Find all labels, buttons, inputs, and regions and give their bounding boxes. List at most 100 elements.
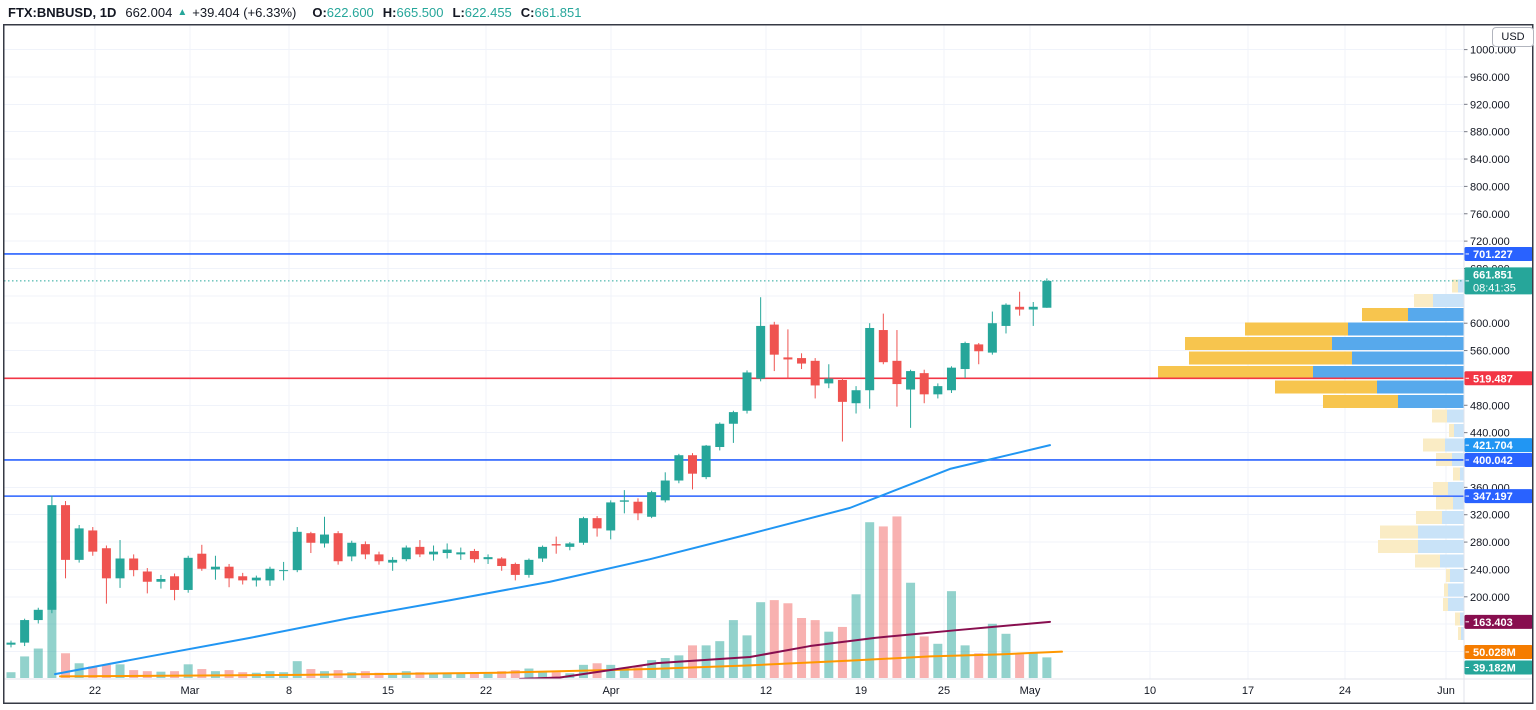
- high-value: 665.500: [396, 4, 444, 20]
- candle: [360, 541, 370, 560]
- candle: [933, 383, 943, 399]
- volume-profile-sell-bar: [1398, 395, 1464, 408]
- candle-body: [210, 566, 220, 570]
- volume-bar: [429, 673, 439, 678]
- volume-bar: [538, 671, 548, 678]
- volume-bar: [606, 664, 616, 678]
- volume-profile-buy-bar: [1432, 409, 1447, 423]
- volume-bar: [224, 670, 234, 678]
- price-tick-label: 720.000: [1470, 236, 1510, 248]
- volume-profile-buy-bar: [1158, 366, 1313, 379]
- price-line-label[interactable]: 400.042: [1464, 452, 1533, 467]
- time-tick-label[interactable]: 12: [760, 685, 772, 697]
- volume-bar: [20, 656, 30, 678]
- volume-profile-buy-bar: [1433, 482, 1448, 495]
- time-tick-label[interactable]: Apr: [602, 685, 619, 697]
- price-line-label[interactable]: 39.182M: [1464, 660, 1533, 675]
- candle: [510, 562, 520, 581]
- volume-bar: [74, 663, 84, 678]
- candle-body: [865, 327, 875, 391]
- candle: [987, 311, 997, 355]
- time-axis[interactable]: [3, 679, 1464, 703]
- price-line-label[interactable]: 421.704: [1464, 438, 1533, 453]
- volume-profile-buy-bar: [1446, 569, 1450, 582]
- volume-bar: [987, 623, 997, 678]
- volume-bar: [1001, 633, 1011, 678]
- candle-body: [170, 576, 180, 590]
- time-tick-label[interactable]: 10: [1144, 685, 1156, 697]
- candle: [578, 516, 588, 545]
- volume-bar: [1042, 657, 1052, 678]
- volume-profile-buy-bar: [1455, 612, 1460, 626]
- symbol-title[interactable]: FTX:BNBUSD, 1D: [8, 4, 117, 20]
- candle: [837, 377, 847, 442]
- time-tick-label[interactable]: 22: [480, 685, 492, 697]
- volume-bar: [551, 672, 561, 678]
- candle: [647, 490, 657, 519]
- price-line-label[interactable]: 163.403: [1464, 614, 1533, 629]
- candle: [238, 572, 248, 585]
- candle: [906, 369, 916, 428]
- volume-profile-sell-bar: [1448, 598, 1464, 611]
- price-line-label[interactable]: 519.487: [1464, 371, 1533, 386]
- time-tick-label[interactable]: 19: [855, 685, 867, 697]
- volume-profile-sell-bar: [1418, 525, 1464, 539]
- candle-body: [565, 543, 575, 547]
- price-label-bg: [1464, 438, 1533, 453]
- currency-usd-button[interactable]: USD: [1492, 27, 1534, 47]
- candle-body: [524, 559, 534, 575]
- volume-bar: [415, 672, 425, 678]
- volume-profile-sell-bar: [1461, 627, 1464, 640]
- price-line-label[interactable]: 701.227: [1464, 246, 1533, 261]
- candle: [701, 444, 711, 480]
- ma-maroon-line: [519, 620, 1051, 679]
- candle-body: [238, 576, 248, 581]
- candle-body: [633, 501, 643, 514]
- candle: [824, 364, 834, 389]
- candle-body: [783, 357, 793, 360]
- last-price-label[interactable]: 661.85108:41:35: [1464, 267, 1533, 295]
- plot-area[interactable]: [4, 24, 1464, 679]
- time-tick-label[interactable]: 24: [1339, 685, 1351, 697]
- candle: [742, 370, 752, 414]
- candle: [292, 527, 302, 573]
- candle-body: [115, 558, 125, 579]
- price-label-text: 519.487: [1473, 373, 1513, 385]
- time-tick-label[interactable]: 17: [1242, 685, 1254, 697]
- candle: [469, 548, 479, 563]
- candle-body: [797, 358, 807, 364]
- candle: [960, 341, 970, 378]
- time-tick-label[interactable]: 15: [382, 685, 394, 697]
- candle: [483, 554, 493, 564]
- close-value: 661.851: [534, 4, 582, 20]
- volume-profile-sell-bar: [1352, 351, 1464, 365]
- time-tick-label[interactable]: 22: [89, 685, 101, 697]
- time-tick-label[interactable]: Mar: [181, 685, 200, 697]
- volume-bar: [783, 603, 793, 678]
- price-label-text: 421.704: [1473, 440, 1514, 452]
- time-tick-label[interactable]: May: [1020, 685, 1041, 697]
- open-value: 622.600: [326, 4, 374, 20]
- volume-bar: [510, 670, 520, 678]
- price-line-label[interactable]: 50.028M: [1464, 645, 1533, 659]
- candle: [415, 540, 425, 558]
- price-axis[interactable]: [1464, 24, 1533, 679]
- volume-bar: [142, 671, 152, 678]
- time-tick-label[interactable]: 25: [938, 685, 950, 697]
- volume-profile-sell-bar: [1377, 380, 1464, 394]
- candle-body: [837, 379, 847, 402]
- candle: [251, 575, 261, 587]
- price-line-label[interactable]: 347.197: [1464, 489, 1533, 504]
- last-price-value: 662.004: [125, 4, 173, 20]
- time-tick-label[interactable]: Jun: [1437, 685, 1455, 697]
- chart-frame: [2, 23, 1534, 704]
- volume-bar: [756, 602, 766, 678]
- time-tick-label[interactable]: 8: [286, 685, 292, 697]
- volume-bar: [824, 631, 834, 678]
- candle-body: [374, 554, 384, 562]
- volume-bar: [974, 653, 984, 678]
- volume-bar: [524, 668, 534, 678]
- candle-body: [851, 390, 861, 404]
- price-tick-label: 800.000: [1470, 181, 1510, 193]
